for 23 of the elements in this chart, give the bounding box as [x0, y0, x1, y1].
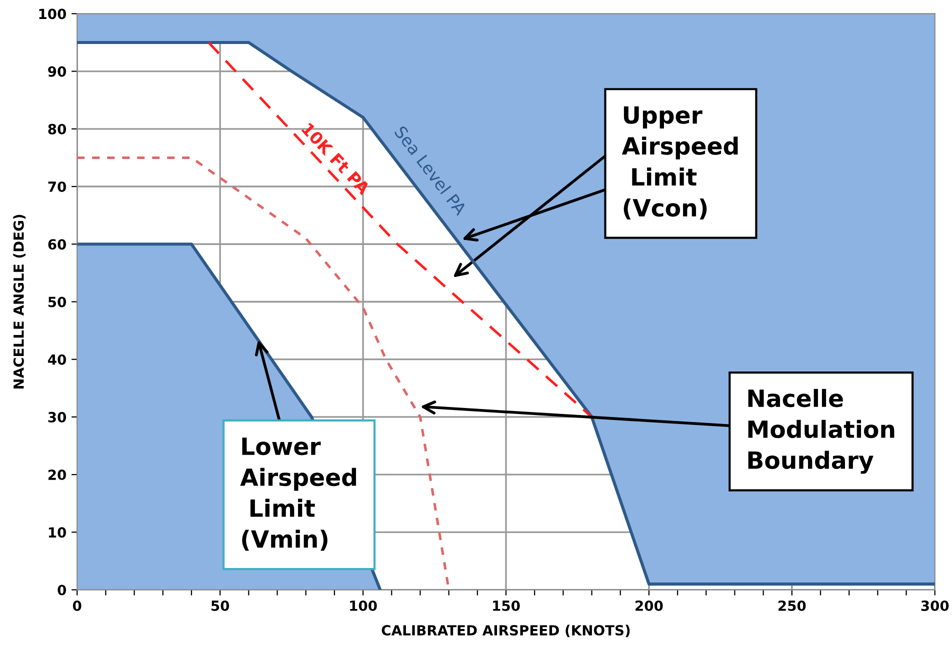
y-tick-label: 60	[48, 239, 66, 250]
y-tick-label: 30	[48, 412, 66, 422]
annotation: Upper Airspeed Limit (Vcon)	[622, 106, 738, 220]
x-tick-label: 250	[778, 600, 806, 611]
x-tick-label: 50	[211, 600, 230, 611]
y-tick-label: 20	[48, 470, 66, 480]
annotation: Nacelle Modulation Boundary	[748, 388, 894, 474]
y-tick-label: 40	[48, 354, 66, 365]
y-axis-title: NACELLE ANGLE (DEG)	[13, 214, 26, 389]
x-tick-label: 200	[636, 600, 663, 611]
x-tick-label: 150	[493, 600, 520, 611]
x-tick-label: 100	[350, 600, 377, 611]
y-tick-label: 0	[58, 584, 66, 596]
y-tick-label: 50	[48, 296, 66, 308]
y-tick-label: 70	[48, 181, 66, 192]
y-tick-label: 80	[48, 124, 66, 134]
annotation: Lower Airspeed Limit (Vmin)	[240, 438, 356, 551]
x-tick-label: 300	[921, 600, 949, 611]
x-axis-title: CALIBRATED AIRSPEED (KNOTS)	[382, 624, 630, 638]
y-tick-label: 90	[48, 66, 66, 77]
y-tick-label: 100	[39, 8, 66, 20]
x-tick-label: 0	[72, 600, 82, 611]
y-tick-label: 10	[48, 527, 66, 538]
